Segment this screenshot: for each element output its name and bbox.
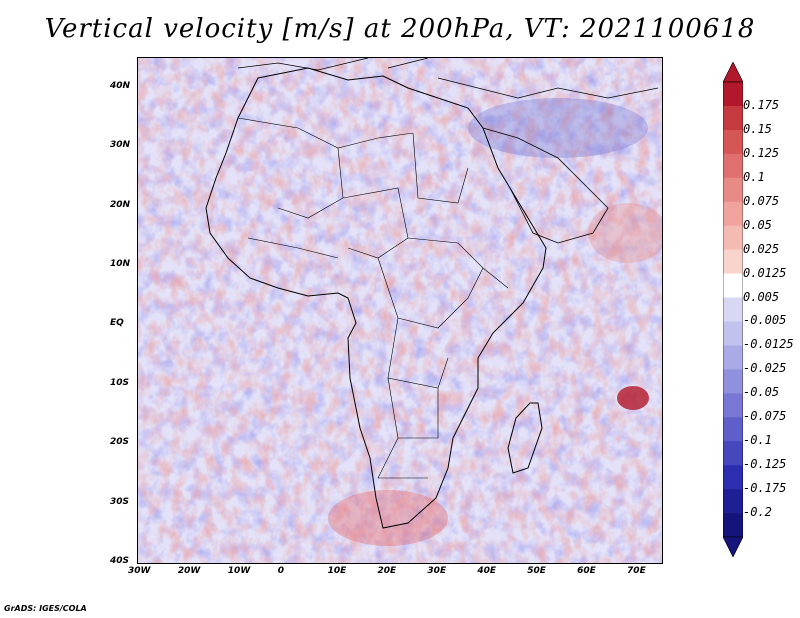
map-title: Vertical velocity [m/s] at 200hPa, VT: 2… (44, 14, 756, 44)
lon-tick-label: 60E (577, 566, 596, 576)
colorbar-label: -0.125 (743, 457, 787, 472)
colorbar-swatch (723, 465, 743, 490)
colorbar-swatch (723, 249, 743, 274)
lat-tick-label: 30S (110, 496, 130, 507)
lon-tick-label: 40E (477, 566, 497, 576)
lon-tick-label: 30W (128, 566, 151, 576)
field-texture (138, 58, 662, 563)
colorbar-swatch (723, 225, 743, 250)
colorbar (723, 62, 743, 557)
colorbar-swatch (723, 273, 743, 298)
colorbar-label: -0.0125 (743, 337, 794, 352)
colorbar-swatch (723, 321, 743, 346)
lon-tick-label: 20E (377, 566, 397, 576)
arabia-coastline (482, 127, 609, 244)
colorbar-label: -0.005 (743, 313, 787, 328)
lon-tick-label: 30E (427, 566, 447, 576)
colorbar-swatch (723, 201, 743, 226)
colorbar-label: 0.075 (743, 193, 780, 208)
lat-tick-label: 20S (110, 437, 130, 448)
colorbar-label: -0.1 (743, 433, 772, 448)
anomaly-arabian-sea (588, 203, 662, 263)
anomaly-indian-ocean (617, 386, 649, 410)
lon-tick-label: 70E (627, 566, 646, 576)
colorbar-label: -0.05 (743, 385, 780, 400)
lat-tick-label: 40N (110, 80, 131, 91)
colorbar-label: 0.005 (743, 289, 780, 304)
africa-coastline (205, 67, 547, 529)
lon-tick-label: 10W (227, 566, 251, 576)
colorbar-swatch (723, 129, 743, 155)
lat-tick-label: 40S (110, 556, 130, 566)
colorbar-label: 0.025 (743, 241, 780, 256)
lon-tick-label: 50E (527, 566, 546, 576)
colorbar-swatch (723, 105, 743, 131)
country-borders (237, 117, 509, 479)
colorbar-swatch (723, 153, 743, 179)
lon-tick-label: 20W (177, 566, 201, 576)
lon-tick-label: 10E (327, 566, 347, 576)
colorbar-bottom-arrow (723, 536, 743, 557)
colorbar-swatch (723, 345, 743, 370)
grads-credit: GrADS: IGES/COLA (4, 604, 87, 613)
colorbar-label: 0.15 (743, 121, 772, 136)
colorbar-swatch (723, 513, 743, 538)
colorbar-label: -0.025 (743, 361, 787, 376)
colorbar-swatch (723, 369, 743, 394)
colorbar-swatch (723, 441, 743, 466)
europe-coastline (237, 58, 659, 99)
colorbar-label: 0.0125 (743, 265, 787, 280)
map-canvas (138, 58, 662, 563)
colorbar-label: -0.2 (743, 505, 772, 520)
lon-tick-label: 0 (277, 566, 284, 576)
colorbar-label: 0.05 (743, 217, 772, 232)
colorbar-label: 0.1 (743, 169, 765, 184)
colorbar-swatch (723, 177, 743, 203)
colorbar-swatch (723, 297, 743, 322)
lat-tick-label: EQ (110, 318, 124, 329)
colorbar-label: -0.175 (743, 481, 787, 496)
colorbar-swatch (723, 393, 743, 418)
colorbar-top-arrow (723, 62, 743, 83)
madagascar-coastline (507, 402, 543, 474)
anomaly-south-atlantic (328, 490, 448, 546)
lat-tick-label: 10N (110, 258, 131, 269)
colorbar-label: 0.125 (743, 145, 780, 160)
lat-tick-label: 10S (110, 377, 130, 388)
colorbar-label: -0.075 (743, 409, 787, 424)
map-panel[interactable] (137, 57, 663, 564)
lat-tick-label: 30N (110, 140, 131, 151)
lat-tick-label: 20N (110, 199, 131, 210)
anomaly-mediterranean (468, 98, 648, 158)
colorbar-swatch (723, 417, 743, 442)
colorbar-swatch (723, 489, 743, 514)
colorbar-label: 0.175 (743, 97, 780, 112)
colorbar-swatch (723, 82, 743, 107)
